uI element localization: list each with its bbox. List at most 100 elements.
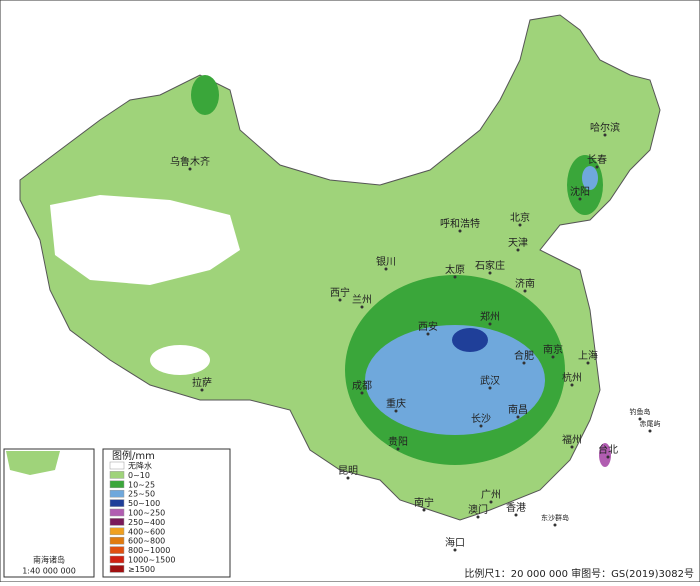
- inset-land: [6, 451, 60, 475]
- city-dot: [516, 415, 520, 419]
- legend-swatch: [109, 518, 125, 526]
- city-dot: [360, 305, 364, 309]
- no-rain-area: [50, 195, 240, 285]
- city-label: 沈阳: [570, 185, 590, 198]
- inset-label: 南海诸岛: [33, 555, 65, 565]
- city-label: 合肥: [514, 349, 534, 362]
- city-dot: [188, 167, 192, 171]
- city-label: 呼和浩特: [440, 218, 480, 230]
- city-label: 南昌: [508, 403, 528, 416]
- legend-label: 0~10: [128, 471, 150, 480]
- city-dot: [514, 513, 518, 517]
- city-label: 广州: [481, 489, 501, 501]
- city-dot: [479, 424, 483, 428]
- footer: 比例尺1：20 000 000 审图号：GS(2019)3082号: [464, 567, 694, 580]
- city-dot: [200, 388, 204, 392]
- city-dot: [360, 391, 364, 395]
- city-label: 石家庄: [475, 259, 505, 272]
- city-dot: [396, 447, 400, 451]
- city-label: 西安: [418, 320, 438, 333]
- no-rain-area: [150, 345, 210, 375]
- city-dot: [488, 271, 492, 275]
- rain-area: [452, 328, 488, 352]
- city-label: 成都: [352, 380, 372, 392]
- city-dot: [338, 298, 342, 302]
- city-dot: [384, 267, 388, 271]
- legend-label: 250~400: [128, 518, 165, 527]
- city-dot: [518, 223, 522, 227]
- city-label: 香港: [506, 502, 526, 514]
- legend-label: 1000~1500: [128, 556, 175, 565]
- city-dot: [453, 548, 457, 552]
- rain-area: [191, 75, 219, 115]
- city-dot: [422, 508, 426, 512]
- city-dot: [458, 229, 462, 233]
- city-dot: [488, 322, 492, 326]
- city-dot: [523, 289, 527, 293]
- city-dot: [570, 445, 574, 449]
- city-label: 哈尔滨: [590, 121, 620, 134]
- legend-label: 50~100: [128, 499, 160, 508]
- city-dot: [603, 133, 607, 137]
- city-dot: [553, 523, 557, 527]
- legend-swatch: [109, 546, 125, 554]
- legend-swatch: [109, 508, 125, 517]
- city-label: 郑州: [480, 310, 500, 323]
- city-label: 钓鱼岛: [630, 407, 651, 416]
- city-dot: [606, 455, 610, 459]
- legend-label: 100~250: [128, 509, 165, 518]
- city-dot: [638, 417, 642, 421]
- city-label: 南京: [543, 343, 563, 356]
- city-label: 贵阳: [388, 435, 408, 448]
- legend-label: 600~800: [128, 537, 165, 546]
- city-label: 澳门: [468, 503, 488, 516]
- city-dot: [648, 429, 652, 433]
- city-label: 赤尾屿: [640, 419, 661, 428]
- inset-scale: 1:40 000 000: [22, 567, 76, 576]
- legend-label: 无降水: [128, 461, 152, 471]
- legend-label: ≥1500: [128, 565, 155, 574]
- city-dot: [476, 515, 480, 519]
- city-label: 昆明: [338, 465, 358, 477]
- city-label: 拉萨: [192, 376, 212, 389]
- city-label: 南宁: [414, 496, 434, 509]
- city-label: 福州: [562, 433, 582, 446]
- city-label: 长春: [587, 154, 607, 166]
- city-label: 西宁: [330, 286, 350, 299]
- city-label: 东沙群岛: [541, 513, 569, 522]
- city-label: 武汉: [480, 374, 500, 387]
- legend-title: 图例/mm: [112, 449, 155, 462]
- city-label: 银川: [376, 255, 396, 268]
- city-dot: [578, 197, 582, 201]
- city-label: 太原: [445, 263, 465, 276]
- city-label: 海口: [445, 536, 465, 549]
- city-dot: [586, 361, 590, 365]
- city-dot: [522, 361, 526, 365]
- city-dot: [551, 355, 555, 359]
- city-dot: [570, 383, 574, 387]
- legend-label: 400~600: [128, 527, 165, 536]
- city-dot: [394, 409, 398, 413]
- city-label: 兰州: [352, 293, 372, 306]
- city-dot: [489, 500, 493, 504]
- legend-label: 25~50: [128, 490, 155, 499]
- city-label: 重庆: [386, 397, 406, 410]
- city-label: 天津: [508, 237, 528, 249]
- legend-swatch: [109, 480, 125, 489]
- legend-swatch: [109, 536, 125, 545]
- city-label: 乌鲁木齐: [170, 155, 210, 168]
- city-dot: [426, 332, 430, 336]
- legend-swatch: [109, 527, 125, 536]
- city-label: 北京: [510, 211, 530, 224]
- legend-swatch: [109, 565, 125, 573]
- legend-swatch: [109, 461, 125, 470]
- city-dot: [488, 386, 492, 390]
- rain-area: [599, 443, 611, 467]
- city-dot: [346, 476, 350, 480]
- legend-label: 800~1000: [128, 546, 170, 555]
- legend-swatch: [109, 499, 125, 507]
- rain-area: [582, 166, 598, 190]
- city-label: 台北: [598, 443, 618, 456]
- rain-area: [365, 325, 545, 435]
- legend-swatch: [109, 489, 125, 498]
